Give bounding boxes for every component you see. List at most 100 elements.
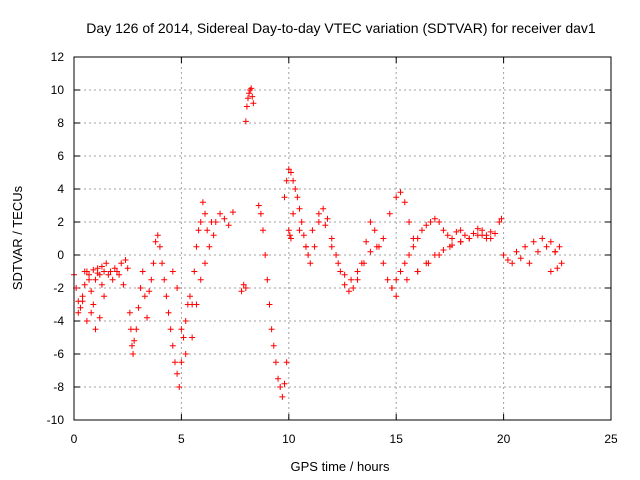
data-point	[133, 326, 140, 333]
data-point	[302, 243, 309, 250]
data-point	[547, 268, 554, 275]
data-point	[311, 243, 318, 250]
data-point	[266, 301, 273, 308]
data-point	[174, 370, 181, 377]
data-point	[270, 342, 277, 349]
data-point	[315, 219, 322, 225]
data-point	[547, 238, 554, 245]
data-point	[243, 103, 250, 110]
data-point	[193, 243, 200, 250]
data-point	[401, 260, 408, 267]
data-point	[202, 210, 209, 217]
data-point	[457, 238, 464, 245]
data-point	[296, 227, 303, 234]
data-point	[440, 227, 447, 234]
data-point	[135, 304, 142, 311]
x-tick-label: 20	[497, 432, 511, 446]
data-point	[260, 227, 267, 234]
data-point	[283, 177, 290, 184]
data-point	[238, 288, 245, 295]
data-point	[131, 337, 138, 344]
data-point	[81, 281, 88, 288]
data-point	[197, 219, 204, 225]
data-point	[92, 326, 99, 333]
data-point	[474, 225, 481, 232]
data-point	[174, 285, 181, 291]
data-point	[290, 177, 297, 184]
data-point	[341, 281, 348, 288]
data-point	[423, 260, 430, 267]
data-point	[221, 215, 228, 222]
data-point	[552, 248, 559, 255]
data-point	[94, 270, 101, 277]
data-point	[444, 232, 451, 239]
data-point	[197, 276, 204, 283]
data-point	[204, 227, 211, 234]
data-point	[517, 255, 524, 262]
data-point	[279, 393, 286, 400]
grid-layer	[73, 56, 612, 421]
data-point	[250, 100, 257, 107]
data-point	[90, 301, 97, 308]
data-point	[281, 380, 288, 387]
data-point	[182, 318, 189, 324]
data-point	[348, 276, 355, 283]
y-tick-label: -6	[53, 347, 64, 361]
data-point	[83, 318, 90, 324]
data-point	[210, 232, 217, 239]
data-point	[423, 222, 430, 229]
data-point	[242, 118, 249, 125]
data-point	[167, 326, 174, 333]
data-point	[345, 288, 352, 295]
data-point	[406, 252, 413, 258]
data-point	[556, 243, 563, 250]
data-point	[148, 276, 155, 283]
data-point	[522, 243, 529, 250]
data-point	[461, 232, 468, 239]
y-tick-labels: -10 -8 -6 -4 -2 0 2 4 6 8 10 12	[47, 50, 65, 427]
data-point	[156, 243, 163, 250]
data-point	[487, 228, 494, 235]
data-point	[98, 281, 105, 288]
data-point	[354, 276, 361, 283]
data-point	[120, 281, 127, 288]
data-point	[98, 263, 105, 270]
data-point	[193, 301, 200, 308]
data-point	[169, 342, 176, 349]
data-point	[309, 227, 316, 234]
data-point	[171, 359, 178, 366]
data-point	[281, 194, 288, 201]
data-point	[410, 243, 417, 250]
data-point	[275, 375, 282, 382]
data-point	[199, 199, 206, 206]
data-point	[217, 210, 224, 217]
data-point	[262, 252, 269, 258]
data-point	[449, 235, 456, 242]
data-point	[335, 260, 342, 267]
data-point	[189, 334, 196, 341]
data-point	[393, 293, 400, 300]
data-point	[286, 232, 293, 239]
data-point	[320, 205, 327, 212]
data-point	[287, 235, 294, 242]
data-point	[163, 293, 170, 300]
data-point	[88, 309, 95, 316]
data-point	[500, 252, 507, 258]
data-point	[105, 271, 112, 278]
data-point	[264, 276, 271, 283]
data-point	[182, 351, 189, 357]
y-tick-label: 8	[57, 116, 64, 130]
data-point	[393, 194, 400, 201]
data-point	[474, 232, 481, 239]
y-tick-label: 6	[57, 149, 64, 163]
y-axis-label: SDTVAR / TECUs	[10, 185, 25, 290]
data-point	[287, 169, 294, 176]
data-point	[176, 384, 183, 390]
data-point	[406, 219, 413, 225]
data-point	[178, 326, 185, 333]
data-point	[257, 210, 264, 217]
y-tick-label: 2	[57, 215, 64, 229]
data-point	[248, 85, 255, 92]
x-tick-label: 25	[604, 432, 618, 446]
